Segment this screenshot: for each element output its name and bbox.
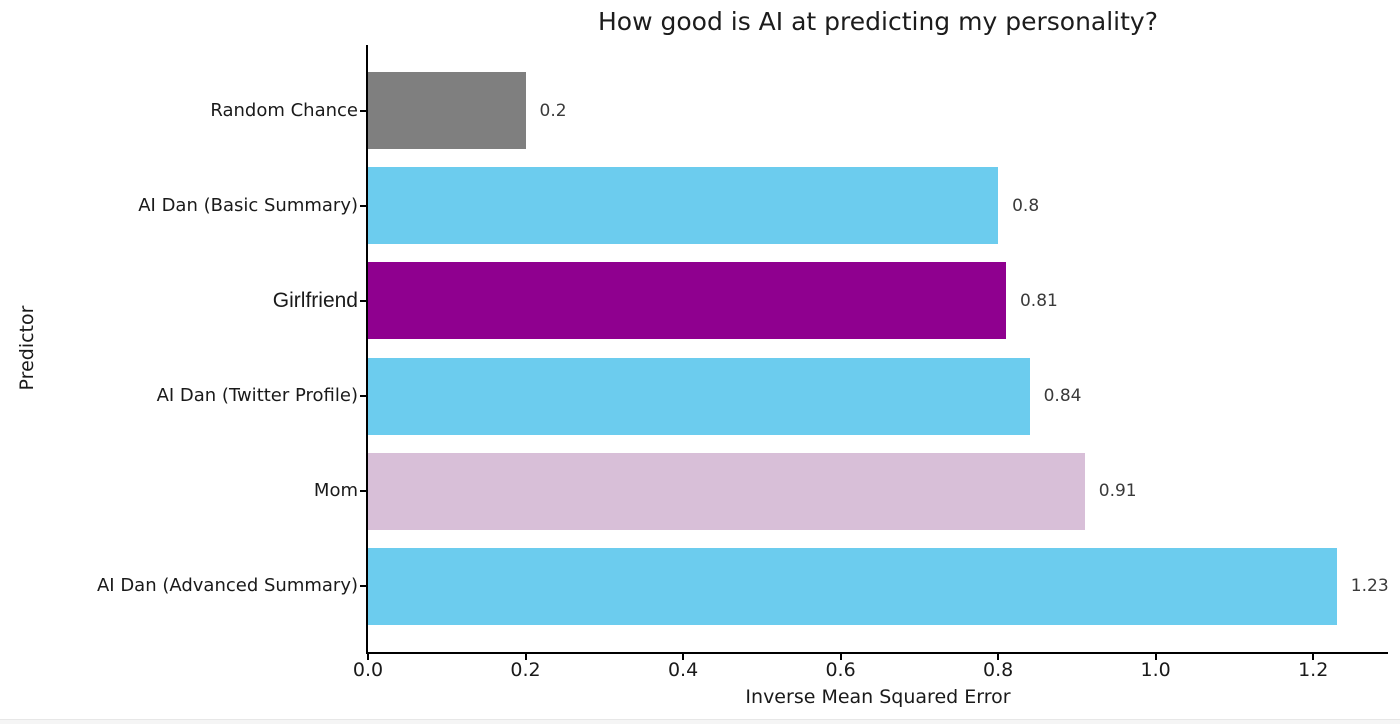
x-tick-0.8 [997, 654, 1000, 660]
x-tick-label-0.2: 0.2 [510, 659, 541, 681]
bar-ai-dan-twitter-profile [368, 357, 1030, 435]
x-tick-label-0.8: 0.8 [983, 659, 1014, 681]
category-label-ai-dan-twitter-profile: AI Dan (Twitter Profile) [156, 385, 358, 407]
x-tick-label-1.2: 1.2 [1298, 659, 1329, 681]
bar-girlfriend [368, 262, 1006, 340]
category-label-girlfriend: Girlfriend [272, 288, 358, 312]
bottom-edge-strip [0, 719, 1400, 724]
value-label-random-chance: 0.2 [539, 100, 567, 121]
x-tick-label-0.6: 0.6 [825, 659, 856, 681]
category-label-ai-dan-basic-summary: AI Dan (Basic Summary) [138, 194, 358, 216]
y-axis-label: Predictor [16, 305, 38, 391]
y-tick-girlfriend [360, 299, 366, 302]
x-tick-0.6 [839, 654, 842, 660]
x-axis-label: Inverse Mean Squared Error [745, 686, 1011, 708]
x-tick-label-0.0: 0.0 [352, 659, 384, 681]
bar-mom [368, 452, 1085, 530]
y-axis-spine [366, 45, 368, 654]
category-label-ai-dan-advanced-summary: AI Dan (Advanced Summary) [96, 575, 358, 597]
bar-ai-dan-advanced-summary [368, 547, 1337, 625]
x-axis-spine [366, 652, 1388, 654]
value-label-ai-dan-advanced-summary: 1.23 [1350, 576, 1389, 597]
value-label-ai-dan-basic-summary: 0.8 [1012, 195, 1040, 216]
x-tick-0.2 [524, 654, 527, 660]
plot-area: 0.2 0.8 0.81 0.84 0.91 1.23 [368, 45, 1389, 652]
category-label-random-chance: Random Chance [210, 99, 358, 121]
x-tick-0.4 [682, 654, 685, 660]
x-tick-label-0.4: 0.4 [667, 659, 699, 681]
bar-ai-dan-basic-summary [368, 167, 999, 245]
value-label-mom: 0.91 [1098, 481, 1137, 502]
chart-title: How good is AI at predicting my personal… [598, 7, 1158, 36]
x-tick-0.0 [367, 654, 369, 660]
x-tick-1.2 [1312, 654, 1315, 660]
value-label-girlfriend: 0.81 [1019, 290, 1058, 311]
y-tick-mom [360, 490, 366, 493]
x-tick-label-1.0: 1.0 [1140, 659, 1171, 681]
y-tick-ai-dan-advanced-summary [360, 585, 366, 588]
y-tick-ai-dan-twitter-profile [360, 395, 366, 398]
x-tick-1.0 [1154, 654, 1157, 660]
value-label-ai-dan-twitter-profile: 0.84 [1043, 386, 1082, 407]
y-tick-random-chance [360, 109, 366, 112]
y-tick-ai-dan-basic-summary [360, 204, 366, 207]
category-label-mom: Mom [313, 480, 358, 502]
bar-random-chance [368, 72, 526, 150]
